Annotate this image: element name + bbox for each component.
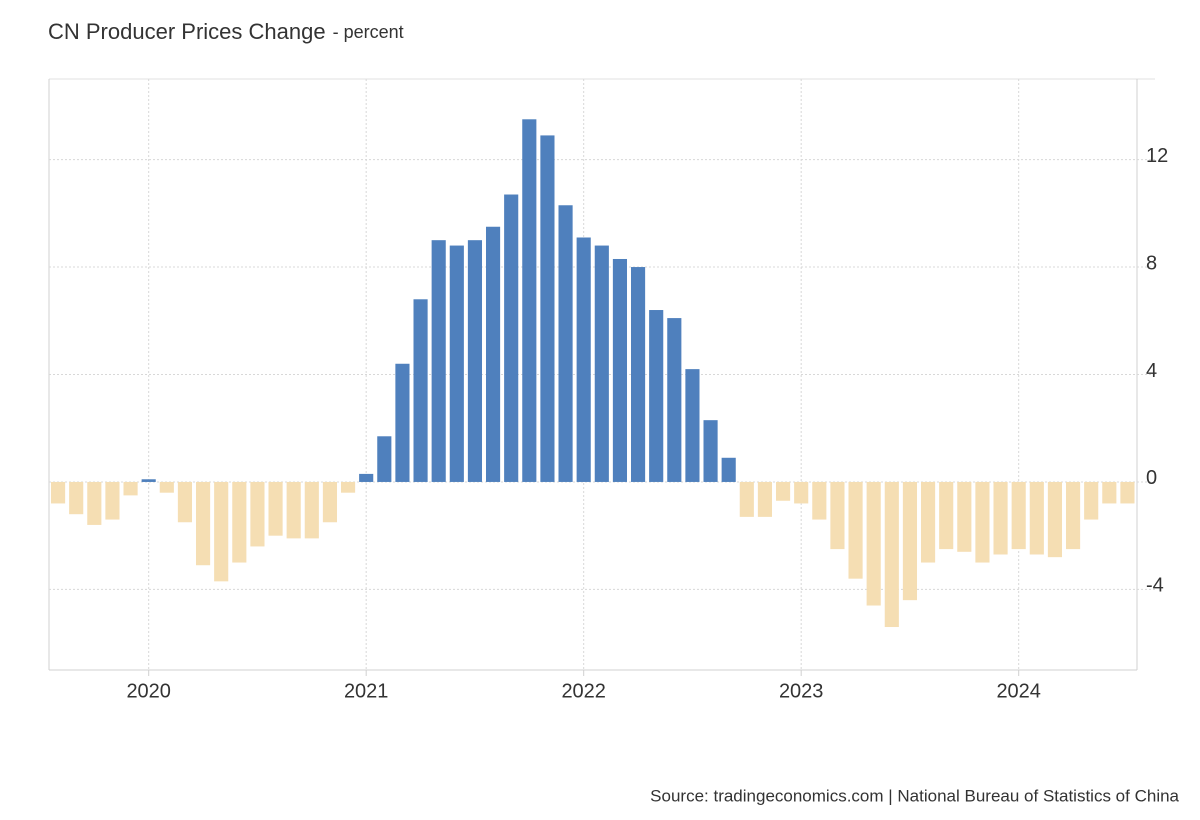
bar bbox=[286, 481, 301, 539]
bar bbox=[1084, 481, 1099, 520]
bar bbox=[775, 481, 791, 501]
y-tick-label: -4 bbox=[1146, 575, 1164, 597]
bar bbox=[866, 481, 881, 606]
bar bbox=[413, 299, 428, 482]
bar bbox=[1029, 481, 1044, 555]
y-tick-label: 12 bbox=[1146, 145, 1168, 167]
bar bbox=[703, 420, 718, 482]
bar bbox=[431, 240, 446, 482]
bar bbox=[993, 481, 1008, 555]
bar bbox=[50, 481, 66, 504]
bar bbox=[830, 481, 845, 550]
bar bbox=[630, 267, 646, 482]
bar bbox=[340, 481, 356, 493]
bar bbox=[1102, 481, 1117, 504]
bar bbox=[920, 481, 936, 563]
bar bbox=[250, 481, 265, 547]
bar bbox=[558, 205, 573, 482]
bar bbox=[141, 479, 156, 482]
bar bbox=[739, 481, 754, 517]
bar bbox=[957, 481, 972, 552]
chart-title: CN Producer Prices Change bbox=[48, 19, 326, 44]
title-group: CN Producer Prices Change - percent bbox=[48, 19, 404, 44]
source-note: Source: tradingeconomics.com | National … bbox=[650, 786, 1179, 805]
bar bbox=[377, 436, 392, 482]
x-tick-label: 2023 bbox=[779, 680, 824, 702]
bar bbox=[540, 135, 555, 482]
bar bbox=[757, 481, 773, 517]
bar bbox=[504, 194, 519, 482]
bar bbox=[939, 481, 954, 550]
bar bbox=[1047, 481, 1063, 558]
x-tick-label: 2020 bbox=[126, 680, 171, 702]
bar bbox=[449, 245, 464, 482]
bar bbox=[69, 481, 84, 515]
bar bbox=[123, 481, 138, 496]
chart-subtitle: - percent bbox=[333, 22, 404, 42]
y-tick-label: 8 bbox=[1146, 252, 1157, 274]
bar bbox=[87, 481, 102, 525]
bar bbox=[649, 310, 664, 482]
bar bbox=[1065, 481, 1081, 550]
bar bbox=[848, 481, 863, 579]
bar bbox=[105, 481, 120, 520]
x-tick-label: 2024 bbox=[996, 680, 1041, 702]
bar bbox=[485, 226, 501, 482]
x-tick-label: 2022 bbox=[561, 680, 606, 702]
bar bbox=[594, 245, 609, 482]
bar bbox=[322, 481, 338, 523]
bar bbox=[232, 481, 247, 563]
bar bbox=[195, 481, 211, 566]
y-tick-label: 0 bbox=[1146, 467, 1157, 489]
x-tick-label: 2021 bbox=[344, 680, 389, 702]
bar bbox=[794, 481, 809, 504]
bar bbox=[359, 473, 374, 482]
bar bbox=[177, 481, 193, 523]
y-tick-label: 4 bbox=[1146, 360, 1157, 382]
bar bbox=[685, 369, 700, 482]
bar bbox=[522, 119, 537, 482]
bar bbox=[395, 363, 410, 482]
bar bbox=[159, 481, 174, 493]
bar bbox=[467, 240, 483, 482]
bar bbox=[576, 237, 591, 482]
bar bbox=[667, 318, 682, 482]
bar bbox=[268, 481, 283, 536]
bar bbox=[975, 481, 990, 563]
bar bbox=[902, 481, 918, 601]
bar bbox=[884, 481, 899, 628]
bar bbox=[612, 258, 628, 482]
bar bbox=[721, 457, 736, 482]
bar bbox=[214, 481, 229, 582]
bar bbox=[1011, 481, 1026, 550]
bar bbox=[812, 481, 827, 520]
bar bbox=[304, 481, 319, 539]
bar bbox=[1120, 481, 1135, 504]
